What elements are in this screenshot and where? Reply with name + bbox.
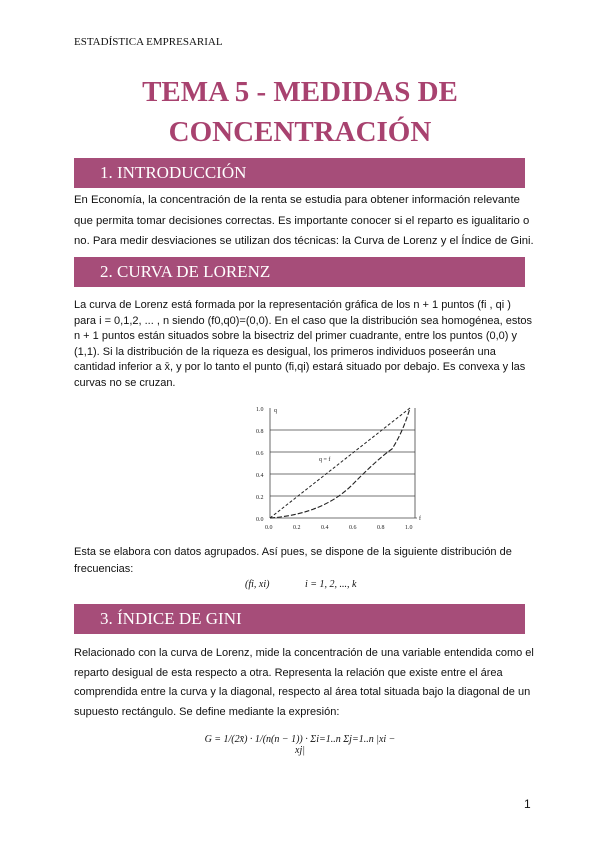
y-axis-label: q bbox=[274, 408, 277, 414]
page-title-line-2: CONCENTRACIÓN bbox=[168, 116, 432, 148]
frequency-formula-left: (fi, xi) bbox=[245, 579, 270, 590]
intro-paragraph: En Economía, la concentración de la rent… bbox=[74, 194, 534, 247]
x-tick: 0.6 bbox=[349, 525, 357, 531]
lorenz-curve bbox=[269, 407, 411, 519]
page-number: 1 bbox=[524, 797, 531, 811]
equality-diagonal bbox=[269, 407, 411, 519]
y-tick: 0.8 bbox=[256, 429, 264, 435]
lorenz-curve-figure: 1.0 0.8 0.6 0.4 0.2 0.0 0.0 0.2 0.4 0.6 … bbox=[256, 407, 421, 531]
lorenz-paragraph: La curva de Lorenz está formada por la r… bbox=[74, 299, 532, 389]
y-tick: 1.0 bbox=[256, 407, 264, 413]
page-title-line-1: TEMA 5 - MEDIDAS DE bbox=[142, 76, 458, 108]
x-axis-label: f bbox=[419, 515, 421, 522]
x-tick: 0.2 bbox=[293, 525, 301, 531]
x-tick: 0.4 bbox=[321, 525, 329, 531]
y-tick: 0.0 bbox=[256, 517, 264, 523]
y-tick: 0.4 bbox=[256, 473, 264, 479]
frequencies-paragraph: Esta se elabora con datos agrupados. Así… bbox=[74, 546, 512, 575]
running-header: ESTADÍSTICA EMPRESARIAL bbox=[74, 36, 223, 48]
section-heading-gini: 3. ÍNDICE DE GINI bbox=[74, 604, 525, 634]
section-heading-lorenz: 2. CURVA DE LORENZ bbox=[74, 257, 525, 287]
gini-paragraph: Relacionado con la curva de Lorenz, mide… bbox=[74, 647, 534, 718]
frequency-formula-right: i = 1, 2, ..., k bbox=[305, 579, 357, 590]
x-tick: 1.0 bbox=[405, 525, 413, 531]
x-tick: 0.0 bbox=[265, 525, 273, 531]
y-tick: 0.6 bbox=[256, 451, 264, 457]
y-tick: 0.2 bbox=[256, 495, 264, 501]
gini-formula: G = 1/(2x̄) · 1/(n(n − 1)) · Σi=1..n Σj=… bbox=[204, 734, 396, 756]
diagonal-label: q = f bbox=[319, 456, 330, 463]
section-heading-introduccion: 1. INTRODUCCIÓN bbox=[74, 158, 525, 188]
x-tick: 0.8 bbox=[377, 525, 385, 531]
